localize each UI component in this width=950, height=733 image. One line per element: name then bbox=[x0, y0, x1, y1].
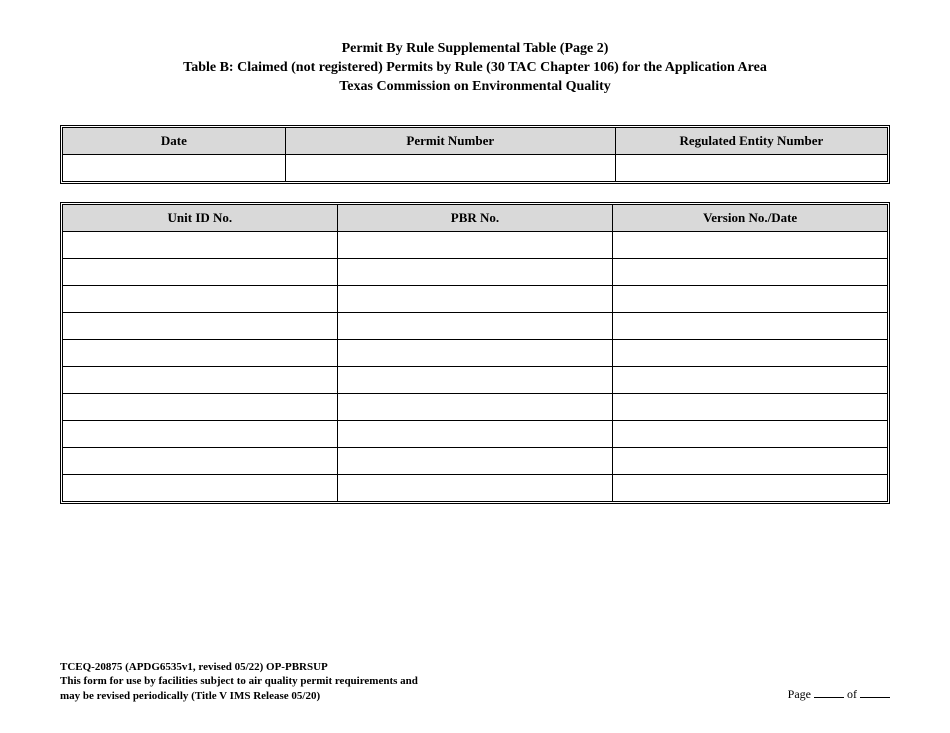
table-2-cell[interactable] bbox=[337, 393, 613, 420]
footer: TCEQ-20875 (APDG6535v1, revised 05/22) O… bbox=[60, 660, 890, 703]
table-2-cell[interactable] bbox=[613, 285, 888, 312]
page-current-blank[interactable] bbox=[814, 687, 844, 698]
footer-form-id: TCEQ-20875 (APDG6535v1, revised 05/22) O… bbox=[60, 660, 890, 674]
table-row bbox=[63, 339, 888, 366]
table-2-wrap: Unit ID No. PBR No. Version No./Date bbox=[60, 202, 890, 504]
table-row bbox=[63, 447, 888, 474]
page-number: Page of bbox=[788, 687, 890, 703]
table-2-header-unit-id: Unit ID No. bbox=[63, 204, 338, 231]
table-2-cell[interactable] bbox=[613, 366, 888, 393]
page-label-prefix: Page bbox=[788, 687, 814, 701]
table-1-cell[interactable] bbox=[285, 154, 615, 181]
table-1-header-row: Date Permit Number Regulated Entity Numb… bbox=[63, 127, 888, 154]
table-row bbox=[63, 231, 888, 258]
footer-note-1: This form for use by facilities subject … bbox=[60, 674, 890, 688]
table-row bbox=[63, 154, 888, 181]
table-2-cell[interactable] bbox=[63, 258, 338, 285]
table-2-cell[interactable] bbox=[613, 339, 888, 366]
table-2-cell[interactable] bbox=[63, 285, 338, 312]
table-2-cell[interactable] bbox=[337, 474, 613, 501]
table-2-cell[interactable] bbox=[337, 366, 613, 393]
table-row bbox=[63, 312, 888, 339]
table-2-header-pbr-no: PBR No. bbox=[337, 204, 613, 231]
title-block: Permit By Rule Supplemental Table (Page … bbox=[60, 40, 890, 97]
table-2-cell[interactable] bbox=[337, 420, 613, 447]
table-1: Date Permit Number Regulated Entity Numb… bbox=[62, 127, 888, 182]
title-line-3: Texas Commission on Environmental Qualit… bbox=[60, 78, 890, 97]
table-2-cell[interactable] bbox=[613, 312, 888, 339]
table-2-cell[interactable] bbox=[613, 474, 888, 501]
table-row bbox=[63, 393, 888, 420]
table-2-cell[interactable] bbox=[613, 231, 888, 258]
table-row bbox=[63, 420, 888, 447]
table-2-cell[interactable] bbox=[63, 339, 338, 366]
table-2-cell[interactable] bbox=[337, 258, 613, 285]
table-2-cell[interactable] bbox=[63, 474, 338, 501]
title-line-1: Permit By Rule Supplemental Table (Page … bbox=[60, 40, 890, 59]
table-2-cell[interactable] bbox=[613, 420, 888, 447]
table-2-cell[interactable] bbox=[337, 312, 613, 339]
table-row bbox=[63, 366, 888, 393]
table-2-cell[interactable] bbox=[337, 231, 613, 258]
table-1-cell[interactable] bbox=[615, 154, 887, 181]
page-total-blank[interactable] bbox=[860, 687, 890, 698]
table-1-header-permit-number: Permit Number bbox=[285, 127, 615, 154]
table-2-cell[interactable] bbox=[63, 420, 338, 447]
table-2-cell[interactable] bbox=[337, 285, 613, 312]
table-2-cell[interactable] bbox=[63, 231, 338, 258]
table-row bbox=[63, 474, 888, 501]
table-2-cell[interactable] bbox=[63, 312, 338, 339]
table-row bbox=[63, 285, 888, 312]
table-row bbox=[63, 258, 888, 285]
table-2-cell[interactable] bbox=[63, 366, 338, 393]
table-2-cell[interactable] bbox=[63, 393, 338, 420]
title-line-2: Table B: Claimed (not registered) Permit… bbox=[60, 59, 890, 78]
table-2-cell[interactable] bbox=[613, 258, 888, 285]
table-1-header-regulated-entity: Regulated Entity Number bbox=[615, 127, 887, 154]
table-2-cell[interactable] bbox=[613, 393, 888, 420]
table-2: Unit ID No. PBR No. Version No./Date bbox=[62, 204, 888, 502]
table-2-header-row: Unit ID No. PBR No. Version No./Date bbox=[63, 204, 888, 231]
footer-note-2: may be revised periodically (Title V IMS… bbox=[60, 689, 890, 703]
table-2-header-version: Version No./Date bbox=[613, 204, 888, 231]
table-1-wrap: Date Permit Number Regulated Entity Numb… bbox=[60, 125, 890, 184]
table-1-cell[interactable] bbox=[63, 154, 286, 181]
page-label-mid: of bbox=[844, 687, 860, 701]
table-2-cell[interactable] bbox=[63, 447, 338, 474]
table-2-cell[interactable] bbox=[337, 339, 613, 366]
table-2-cell[interactable] bbox=[613, 447, 888, 474]
table-2-cell[interactable] bbox=[337, 447, 613, 474]
table-1-header-date: Date bbox=[63, 127, 286, 154]
